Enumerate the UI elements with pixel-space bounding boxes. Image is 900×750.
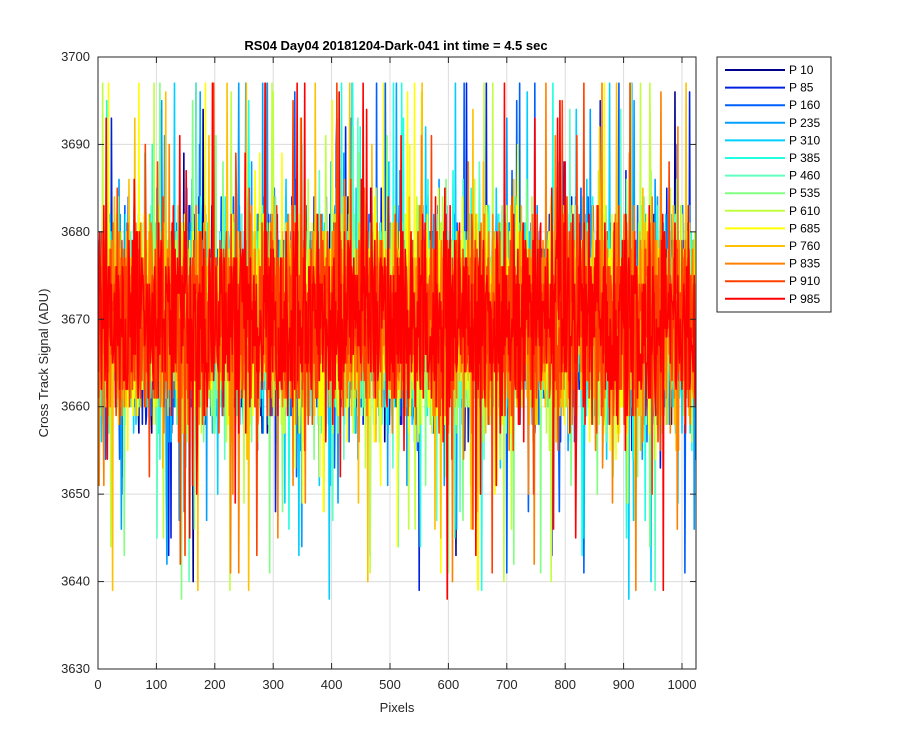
x-tick-label: 300 — [262, 677, 284, 692]
legend-label: P 385 — [789, 151, 820, 165]
y-tick-label: 3700 — [61, 49, 90, 64]
x-tick-label: 1000 — [668, 677, 697, 692]
x-tick-label: 500 — [379, 677, 401, 692]
y-tick-label: 3690 — [61, 136, 90, 151]
legend-label: P 460 — [789, 169, 820, 183]
x-tick-label: 200 — [204, 677, 226, 692]
legend-label: P 160 — [789, 98, 820, 112]
plot-area-frame — [97, 56, 697, 670]
legend-label: P 985 — [789, 292, 820, 306]
x-axis-label: Pixels — [380, 700, 415, 715]
y-tick-label: 3680 — [61, 224, 90, 239]
legend-label: P 10 — [789, 63, 814, 77]
x-tick-label: 900 — [613, 677, 635, 692]
legend-label: P 910 — [789, 274, 820, 288]
x-tick-label: 400 — [321, 677, 343, 692]
legend-box — [716, 56, 832, 313]
chart-title: RS04 Day04 20181204-Dark-041 int time = … — [244, 38, 547, 53]
y-tick-label: 3650 — [61, 486, 90, 501]
y-tick-label: 3660 — [61, 399, 90, 414]
legend-label: P 235 — [789, 116, 820, 130]
y-tick-label: 3640 — [61, 574, 90, 589]
legend-label: P 610 — [789, 204, 820, 218]
y-tick-label: 3630 — [61, 661, 90, 676]
legend-label: P 85 — [789, 81, 814, 95]
y-axis-label: Cross Track Signal (ADU) — [36, 289, 51, 438]
legend-items: P 10 P 85 P 160 P 235 P 310 P 385 P 460 P 535 P … — [725, 63, 820, 306]
legend-label: P 685 — [789, 221, 820, 235]
axis-ticks: 0 100 200 300 400 500 600 700 800 900 1000 3630 3640… — [61, 49, 696, 692]
x-tick-label: 100 — [146, 677, 168, 692]
x-tick-label: 0 — [94, 677, 101, 692]
y-tick-label: 3670 — [61, 311, 90, 326]
legend-label: P 760 — [789, 239, 820, 253]
legend: P 10 P 85 P 160 P 235 P 310 P 385 P 460 P 535 P … — [716, 56, 832, 313]
legend-label: P 835 — [789, 257, 820, 271]
legend-label: P 310 — [789, 133, 820, 147]
x-tick-label: 600 — [438, 677, 460, 692]
x-tick-label: 800 — [554, 677, 576, 692]
series-line — [98, 82, 696, 600]
legend-label: P 535 — [789, 186, 820, 200]
series-layer — [98, 82, 696, 600]
x-tick-label: 700 — [496, 677, 518, 692]
